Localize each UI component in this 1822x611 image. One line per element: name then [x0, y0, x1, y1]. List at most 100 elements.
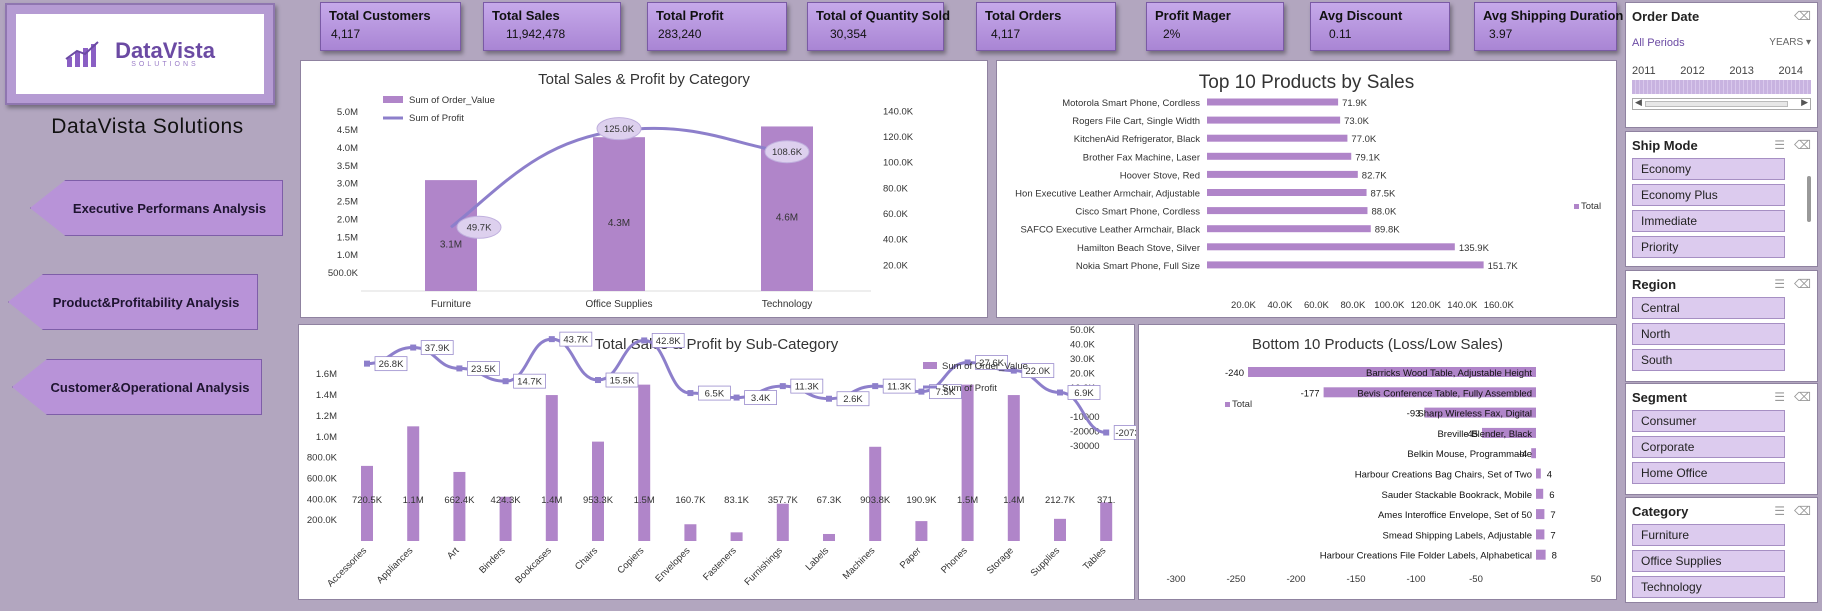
date-selection: All Periods [1632, 37, 1685, 49]
profit-marker [1057, 389, 1063, 396]
product-label: Sharp Wireless Fax, Digital [1417, 409, 1532, 420]
multi-select-icon[interactable]: ☰ [1774, 277, 1786, 291]
profit-label: 11.3K [887, 382, 912, 393]
x-tick-label: 100.0K [1374, 300, 1405, 311]
slicer-item[interactable]: Priority [1632, 236, 1785, 258]
bar-label: 6 [1549, 490, 1554, 501]
sales-bar [1054, 518, 1066, 541]
subcategory-chart: 200.0K 400.0K 600.0K 800.0K 1.0M 1.2M 1.4M 1.6M… [307, 325, 1136, 589]
bar-label: 73.0K [1344, 116, 1369, 127]
profit-label: 26.8K [379, 359, 404, 370]
nav-product-button[interactable]: Product&Profitability Analysis [8, 274, 258, 330]
y-tick-right: 20.0K [1070, 369, 1095, 380]
timeline-scrollbar[interactable]: ◀ ▶ [1632, 97, 1811, 110]
kpi-title: Total of Quantity Sold [816, 8, 951, 23]
profit-label-box [466, 361, 500, 376]
bar-label: 79.1K [1355, 152, 1380, 163]
multi-select-icon[interactable]: ☰ [1774, 138, 1786, 152]
x-tick-label: Binders [477, 545, 508, 576]
x-tick-label: Office Supplies [585, 299, 652, 310]
timeline-bar[interactable] [1632, 80, 1811, 94]
clear-filter-icon[interactable]: ⌫ [1794, 504, 1811, 518]
clear-filter-icon[interactable]: ⌫ [1794, 9, 1811, 23]
slicer-item[interactable]: Economy Plus [1632, 184, 1785, 206]
slicer-item[interactable]: Technology [1632, 576, 1785, 598]
x-tick-label: -50 [1469, 574, 1483, 585]
bar-label: 4.3M [608, 218, 630, 229]
y-tick-left: 3.0M [337, 179, 358, 190]
slicer-scrollbar[interactable] [1807, 176, 1811, 222]
scroll-right-icon[interactable]: ▶ [1801, 97, 1808, 107]
bar-label: 87.5K [1371, 189, 1396, 200]
bar-label: 371. [1097, 495, 1116, 506]
profit-marker [502, 378, 509, 385]
legend-sales-label: Sum of Order_Value [942, 361, 1028, 372]
slicer-item[interactable]: Immediate [1632, 210, 1785, 232]
sales-bar [407, 426, 420, 541]
slicer-item[interactable]: South [1632, 349, 1785, 371]
profit-label: 37.9K [425, 343, 450, 354]
multi-select-icon[interactable]: ☰ [1774, 504, 1786, 518]
x-tick-label: 120.0K [1411, 300, 1442, 311]
product-label: Breville Blender, Black [1437, 429, 1532, 440]
sales-bar [1007, 395, 1020, 541]
slicer-item[interactable]: North [1632, 323, 1785, 345]
year-label: 2014 [1778, 65, 1803, 77]
scroll-left-icon[interactable]: ◀ [1635, 97, 1642, 107]
profit-label: 43.7K [563, 335, 588, 346]
bar-label: 3.1M [440, 240, 462, 251]
slicer-title: Category [1632, 503, 1689, 519]
legend-sales-swatch [923, 362, 937, 369]
segment-slicer: Segment ☰ ⌫ Consumer Corporate Home Office [1625, 383, 1818, 495]
legend-profit-label: Sum of Profit [409, 113, 464, 124]
nav-customer-label: Customer&Operational Analysis [50, 379, 250, 395]
profit-label-box [1113, 425, 1136, 440]
bar-label: 89.8K [1375, 225, 1400, 236]
y-tick-right: 40.0K [1070, 340, 1095, 351]
x-tick-label: -150 [1346, 574, 1365, 585]
profit-label-box [882, 378, 916, 394]
nav-executive-button[interactable]: Executive Performans Analysis [30, 180, 283, 236]
bar-label: 212.7K [1045, 495, 1076, 506]
bar-label: 77.0K [1351, 134, 1376, 145]
profit-label-box [697, 385, 731, 401]
multi-select-icon[interactable]: ☰ [1774, 390, 1786, 404]
slicer-item[interactable]: Consumer [1632, 410, 1785, 432]
profit-label-box [790, 378, 824, 394]
legend-label: Total [1581, 201, 1601, 212]
sales-bar [1207, 152, 1352, 160]
date-level: YEARS [1769, 37, 1804, 48]
legend-swatch [1574, 204, 1579, 209]
nav-customer-button[interactable]: Customer&Operational Analysis [12, 359, 262, 415]
profit-label-box [420, 340, 454, 355]
slicer-item[interactable]: Economy [1632, 158, 1785, 180]
kpi-title: Profit Mager [1155, 8, 1231, 23]
clear-filter-icon[interactable]: ⌫ [1794, 390, 1811, 404]
slicer-item[interactable]: Office Supplies [1632, 550, 1785, 572]
x-tick-label: 160.0K [1484, 300, 1515, 311]
bar-label: 88.0K [1371, 207, 1396, 218]
x-tick-label: Envelopes [653, 545, 692, 584]
bar-label: -4 [1519, 449, 1527, 460]
bar-label: 1.4M [541, 495, 562, 506]
x-tick-label: 80.0K [1340, 300, 1365, 311]
profit-label: 125.0K [604, 124, 635, 135]
sales-bar [961, 384, 974, 541]
y-tick-left: 1.2M [316, 411, 337, 422]
bar-label: -177 [1301, 388, 1320, 399]
profit-label-box [513, 373, 547, 389]
x-tick-label: Furniture [431, 299, 471, 310]
date-level-dropdown[interactable]: YEARS ▾ [1769, 37, 1811, 48]
slicer-item[interactable]: Central [1632, 297, 1785, 319]
value-bar [1536, 529, 1545, 540]
product-label: Bevis Conference Table, Fully Assembled [1357, 388, 1532, 399]
y-tick-left: 5.0M [337, 107, 358, 118]
slicer-item[interactable]: Furniture [1632, 524, 1785, 546]
legend-label: Total [1232, 399, 1252, 410]
nav-product-label: Product&Profitability Analysis [52, 294, 240, 310]
slicer-item[interactable]: Corporate [1632, 436, 1785, 458]
value-bar [1536, 468, 1541, 479]
clear-filter-icon[interactable]: ⌫ [1794, 138, 1811, 152]
clear-filter-icon[interactable]: ⌫ [1794, 277, 1811, 291]
slicer-item[interactable]: Home Office [1632, 462, 1785, 484]
